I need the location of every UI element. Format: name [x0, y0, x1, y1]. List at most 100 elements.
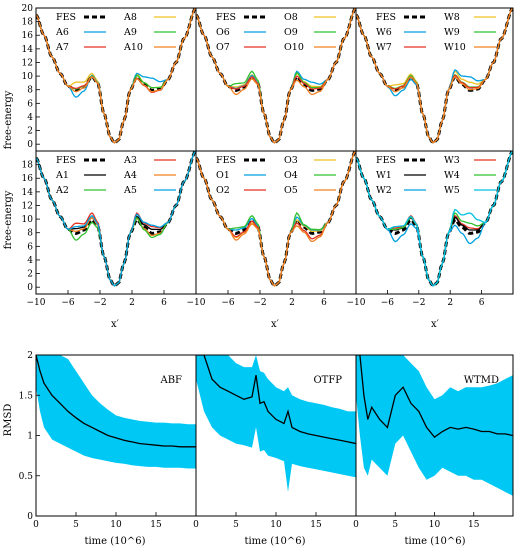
legend-label: FES — [216, 12, 236, 23]
panel-fe-bot-O: FES O3 O1 O4 O2 O5 −10 −6 −2 2 6 — [187, 150, 357, 308]
legend: FES A3 A1 A4 A2 A5 — [55, 155, 176, 196]
series-O10 — [196, 8, 356, 144]
legend-label: W2 — [376, 185, 392, 196]
legend-label: W5 — [444, 185, 460, 196]
axes-frame — [355, 150, 514, 295]
y-tick-label: 18 — [22, 18, 34, 28]
mean-line — [196, 355, 356, 445]
legend-label: A2 — [55, 185, 69, 196]
y-tick-label: 10 — [22, 215, 34, 225]
panel-rmsd-OTFP: OTFP 0 5 10 15 — [193, 354, 357, 530]
x-tick-label: −10 — [27, 298, 46, 308]
y-tick-label: 0 — [27, 512, 33, 522]
x-tick-label: −10 — [347, 298, 366, 308]
top-ylabel-lower: free-energy — [3, 190, 14, 249]
legend-label: A6 — [55, 27, 69, 38]
panel-fe-top-A: FES A8 A6 A9 A7 A10 0 2 4 6 8 10 12 14 16 18 20 — [22, 4, 197, 152]
legend-label: O5 — [284, 185, 298, 196]
legend-label: W7 — [376, 42, 392, 53]
x-tick-label: 5 — [233, 520, 239, 530]
series-A5 — [36, 151, 196, 287]
y-tick-label: 6 — [27, 99, 33, 109]
y-tick-label: 2 — [27, 270, 33, 280]
legend-label: W1 — [376, 170, 392, 181]
legend-label: W10 — [444, 42, 466, 53]
mean-line — [36, 355, 196, 448]
x-tick-label: 0 — [193, 520, 199, 530]
time-xlabel-left: time (10^6) — [84, 536, 145, 547]
y-tick-label: 14 — [22, 45, 34, 55]
top-ylabel: free-energy — [3, 90, 14, 149]
std-band — [356, 355, 513, 496]
plot-area — [356, 8, 513, 145]
legend-label: W9 — [444, 27, 460, 38]
legend-label: O4 — [284, 170, 298, 181]
x-tick-label: 15 — [468, 520, 480, 530]
panel-fe-bot-A: FES A3 A1 A4 A2 A5 −10 −6 −2 2 6 0 2 4 6 8 10 12 14 16 18 — [22, 150, 197, 308]
x-tick-label: 0 — [353, 520, 359, 530]
y-tick-label: 20 — [22, 4, 34, 14]
x-tick-label: −6 — [381, 298, 395, 308]
legend-label: FES — [56, 12, 76, 23]
legend-label: W6 — [376, 27, 392, 38]
x-tick-label: 15 — [310, 520, 322, 530]
x-tick-label: 0 — [33, 520, 39, 530]
time-xlabel-right: time (10^6) — [404, 536, 465, 547]
y-tick-label: 14 — [22, 188, 34, 198]
y-tick-label: 1 — [27, 432, 33, 442]
legend-label: A7 — [55, 42, 69, 53]
series-A10 — [36, 8, 196, 144]
legend-label: O2 — [216, 185, 230, 196]
y-tick-label: 2 — [27, 127, 33, 137]
legend-label: W8 — [444, 12, 460, 23]
legend-label: O7 — [216, 42, 230, 53]
legend-label: A8 — [123, 12, 137, 23]
y-tick-label: 4 — [27, 113, 33, 123]
legend-label: O9 — [284, 27, 298, 38]
series-W5 — [356, 151, 513, 287]
y-tick-label: 2 — [27, 351, 33, 361]
y-tick-label: 8 — [27, 229, 33, 239]
std-band — [196, 355, 356, 492]
legend-label: W4 — [444, 170, 460, 181]
x-tick-label: −2 — [93, 298, 106, 308]
legend: FES O3 O1 O4 O2 O5 — [216, 155, 336, 196]
y-tick-label: 6 — [27, 242, 33, 252]
panel-title: ABF — [159, 375, 182, 386]
panel-rmsd-WTMD: WTMD 0 5 10 15 — [353, 354, 514, 530]
x-tick-label: 6 — [321, 298, 327, 308]
x-tick-label: −10 — [187, 298, 206, 308]
plot-area — [36, 8, 196, 145]
legend-label: FES — [376, 12, 396, 23]
x-tick-label: −2 — [412, 298, 425, 308]
legend-label: O8 — [284, 12, 298, 23]
rmsd-ylabel: RMSD — [3, 404, 14, 437]
time-xlabel-middle: time (10^6) — [244, 536, 305, 547]
legend: FES W8 W6 W9 W7 W10 — [376, 12, 496, 53]
legend-label: O1 — [216, 170, 230, 181]
x-tick-label: 2 — [447, 298, 453, 308]
plot-area — [356, 151, 513, 288]
y-tick-label: 4 — [27, 256, 33, 266]
panel-fe-bot-W: FES W3 W1 W4 W2 W5 −10 −6 −2 2 6 — [347, 150, 514, 308]
legend: FES W3 W1 W4 W2 W5 — [376, 155, 496, 196]
plot-area — [356, 355, 513, 496]
x-tick-label: 5 — [392, 520, 398, 530]
x-tick-label: −6 — [221, 298, 235, 308]
x-tick-label: 5 — [73, 520, 79, 530]
y-tick-label: 1.5 — [19, 391, 34, 401]
x-tick-label: 2 — [289, 298, 295, 308]
legend-label: FES — [56, 155, 76, 166]
x-tick-label: 6 — [479, 298, 485, 308]
plot-area — [36, 151, 196, 288]
panel-title: OTFP — [313, 375, 342, 386]
x-tick-label: 15 — [150, 520, 162, 530]
y-tick-label: 16 — [22, 31, 34, 41]
panel-fe-top-W: FES W8 W6 W9 W7 W10 — [355, 7, 514, 152]
series-O5 — [196, 151, 356, 287]
legend-label: W3 — [444, 155, 460, 166]
y-tick-label: 18 — [22, 161, 34, 171]
xlabel-left: x′ — [111, 319, 120, 330]
series-W10 — [356, 8, 513, 144]
